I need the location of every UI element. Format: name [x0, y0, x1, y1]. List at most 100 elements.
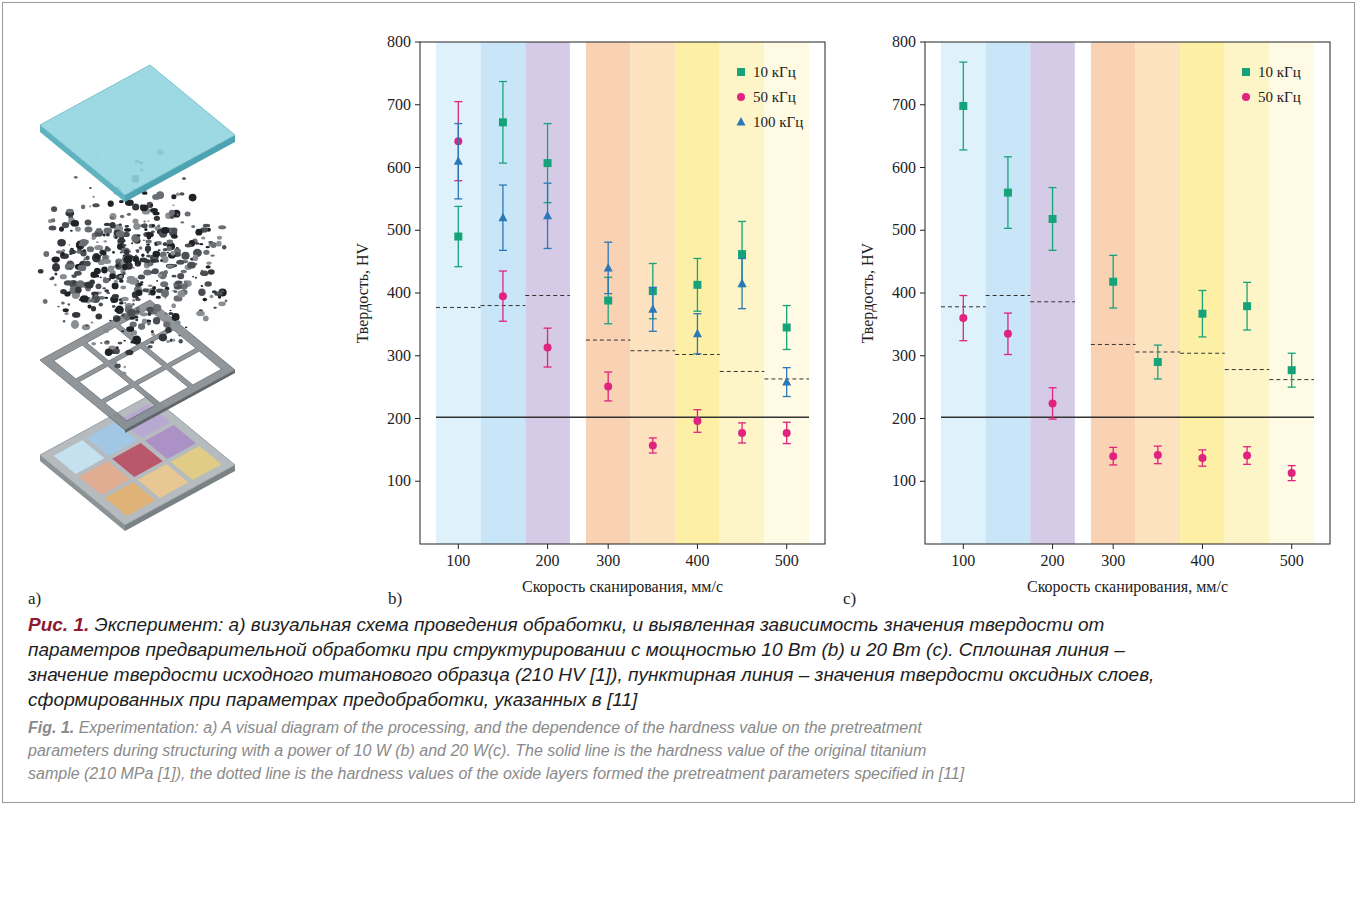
powder-grain [146, 244, 150, 246]
powder-grain [132, 267, 135, 269]
powder-grain [95, 294, 98, 297]
caption-line: sample (210 MPa [1]), the dotted line is… [28, 762, 964, 785]
powder-grain [63, 320, 65, 323]
powder-grain [94, 254, 101, 259]
powder-grain [172, 339, 175, 342]
error-cap [783, 443, 791, 444]
y-tick [920, 418, 925, 419]
oxide-reference [631, 350, 676, 351]
powder-grain [107, 255, 109, 257]
powder-grain [170, 215, 174, 219]
error-cap [604, 323, 612, 324]
sample-cell [171, 446, 222, 480]
error-cap [783, 305, 791, 306]
powder-grain [109, 320, 111, 322]
band [1136, 42, 1181, 544]
powder-grain [105, 297, 109, 299]
powder-grain [123, 255, 132, 264]
marker [543, 211, 552, 220]
marker [499, 118, 507, 126]
panel-label: c) [843, 589, 856, 608]
powder-grain [124, 366, 126, 369]
powder-grain [177, 214, 180, 217]
powder-grain [123, 340, 126, 342]
y-tick [415, 293, 420, 294]
x-tick-label: 500 [1280, 552, 1304, 569]
error-cap [649, 263, 657, 264]
powder-grain [146, 255, 151, 258]
figure: a)b)c)1002003004005006007008001002003004… [0, 0, 1357, 898]
powder-grain [118, 342, 123, 345]
powder-grain [154, 216, 160, 221]
error-cap [544, 327, 552, 328]
powder-grain [198, 289, 205, 297]
powder-grain [54, 284, 57, 287]
legend-label: 10 кГц [1258, 64, 1301, 80]
marker [1154, 451, 1162, 459]
oxide-reference [1180, 353, 1225, 354]
marker [738, 429, 746, 437]
error-cap [1154, 445, 1162, 446]
powder-grain [68, 244, 70, 245]
marker [693, 417, 701, 425]
powder-grain [100, 342, 102, 344]
error-cap [1004, 312, 1012, 313]
powder-grain [171, 303, 176, 308]
band [481, 42, 526, 544]
powder-grain [104, 227, 113, 234]
powder-grain [122, 272, 126, 275]
error-cap [1004, 354, 1012, 355]
error-cap [1243, 446, 1251, 447]
powder-grain [142, 319, 147, 325]
powder-grain [151, 333, 155, 336]
y-tick-label: 800 [892, 33, 916, 50]
powder-grain [157, 224, 160, 227]
powder-grain [124, 302, 126, 303]
powder-grain [92, 203, 99, 207]
marker [544, 159, 552, 167]
powder-grain [113, 315, 116, 317]
powder-grain [110, 216, 114, 219]
marker [1242, 93, 1250, 101]
powder-grain [147, 322, 151, 326]
legend: 10 кГц 50 кГц [1242, 64, 1301, 105]
error-cap [454, 206, 462, 207]
powder-grain [115, 264, 119, 267]
powder-grain [180, 221, 184, 223]
powder-grain [163, 248, 168, 251]
error-cap [544, 248, 552, 249]
marker [648, 304, 657, 313]
error-cap [1243, 282, 1251, 283]
powder-grain [124, 249, 129, 255]
powder-grain [146, 307, 153, 313]
powder-grain [116, 231, 125, 237]
powder-grain [105, 349, 113, 357]
powder-grain [210, 254, 214, 256]
y-tick [415, 418, 420, 419]
error-cap [1243, 464, 1251, 465]
powder-grain [218, 225, 226, 229]
powder-grain [52, 257, 60, 263]
y-tick-label: 600 [892, 159, 916, 176]
powder-grain [62, 222, 69, 228]
y-tick-label: 200 [387, 410, 411, 427]
legend-label: 50 кГц [1258, 89, 1301, 105]
error-cap [544, 366, 552, 367]
y-tick [415, 230, 420, 231]
powder-grain [119, 275, 123, 278]
marker [1198, 310, 1206, 318]
error-cap [649, 331, 657, 332]
powder-grain [112, 283, 119, 290]
marker [737, 68, 745, 76]
oxide-reference [986, 295, 1031, 296]
powder-grain [218, 301, 226, 306]
powder-grain [90, 299, 96, 303]
powder-grain [132, 299, 135, 302]
error-cap [738, 308, 746, 309]
powder-grain [127, 213, 131, 216]
powder-grain [168, 312, 173, 315]
error-bar [783, 306, 791, 350]
powder-grain [107, 325, 111, 328]
powder-grain [91, 321, 94, 323]
powder-grain [161, 227, 170, 234]
